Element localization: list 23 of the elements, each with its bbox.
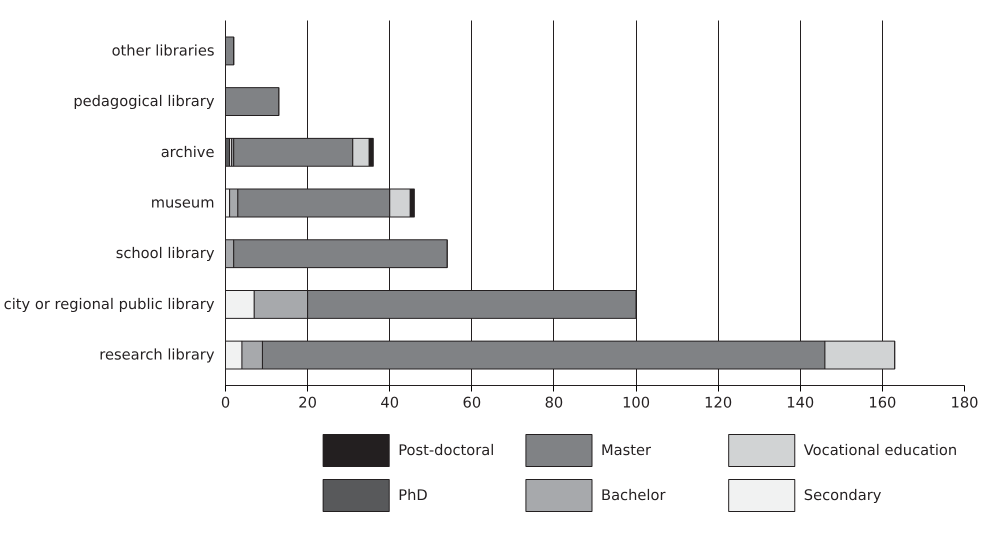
y-tick-label: pedagogical library — [73, 93, 215, 110]
y-tick-label: school library — [116, 245, 215, 262]
legend-label: PhD — [398, 487, 428, 504]
y-tick-label: city or regional public library — [4, 296, 215, 313]
x-tick-label: 120 — [704, 394, 732, 412]
x-tick-label: 60 — [462, 394, 482, 412]
y-tick-label: museum — [150, 194, 215, 212]
x-tick-label: 0 — [220, 394, 230, 412]
x-tick-label: 20 — [298, 394, 317, 412]
legend-label: Post-doctoral — [398, 442, 494, 459]
y-tick-label: archive — [160, 144, 215, 161]
x-tick-label: 100 — [622, 394, 650, 412]
legend-label: Vocational education — [804, 442, 958, 459]
legend-label: Bachelor — [601, 487, 666, 504]
y-tick-label: other libraries — [112, 42, 215, 60]
y-tick-label: research library — [99, 346, 215, 364]
x-tick-label: 140 — [786, 394, 814, 412]
x-tick-label: 80 — [544, 394, 564, 412]
legend-label: Master — [601, 442, 652, 459]
x-tick-label: 160 — [868, 394, 896, 412]
x-tick-label: 180 — [950, 394, 978, 412]
x-tick-label: 40 — [380, 394, 400, 412]
legend-label: Secondary — [804, 487, 882, 504]
